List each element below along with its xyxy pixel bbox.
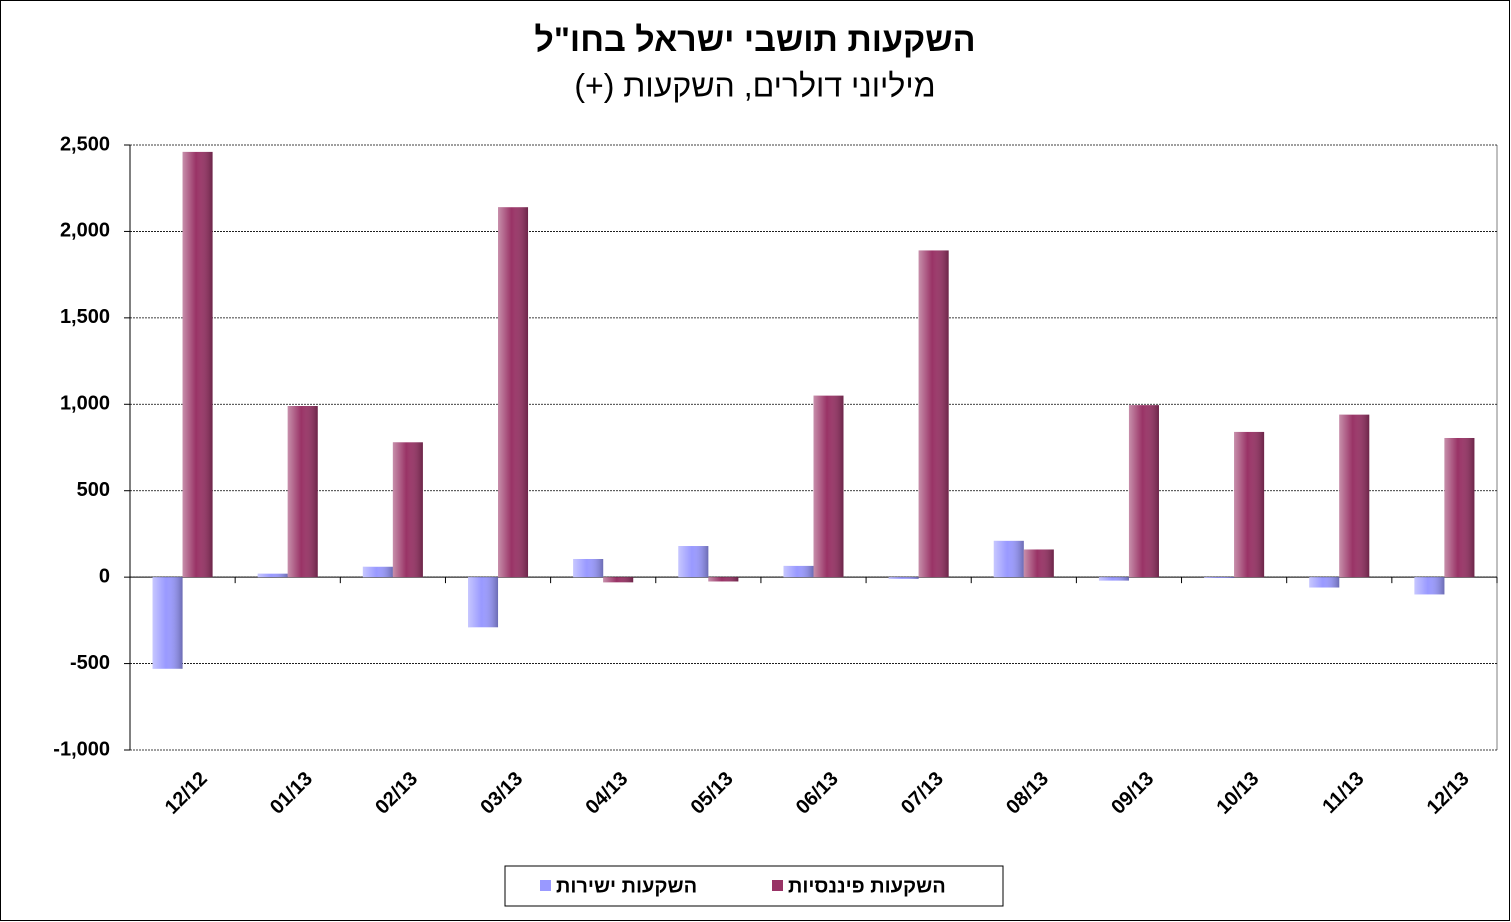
bar <box>888 577 919 579</box>
bar <box>152 577 183 669</box>
bar <box>362 566 393 578</box>
y-tick-label: -1,000 <box>53 738 110 760</box>
legend <box>504 865 1004 907</box>
y-tick-label: 1,500 <box>60 306 110 328</box>
bar <box>783 565 814 578</box>
bar <box>392 442 423 578</box>
bar <box>708 577 739 582</box>
bar <box>1098 577 1129 581</box>
y-tick-label: 0 <box>99 565 110 587</box>
y-tick-label: 1,000 <box>60 393 110 415</box>
bar <box>603 577 634 583</box>
bar <box>257 573 288 578</box>
bar <box>573 558 604 578</box>
bar <box>678 546 709 578</box>
bar <box>1234 431 1265 578</box>
bar <box>287 406 318 578</box>
bar <box>182 151 213 578</box>
bar <box>993 540 1024 578</box>
bar <box>813 395 844 578</box>
chart-subtitle: מיליוני דולרים, השקעות (+) <box>574 67 935 103</box>
legend-swatch <box>772 880 783 891</box>
bar <box>468 577 499 628</box>
bar <box>1023 549 1054 578</box>
chart-title: השקעות תושבי ישראל בחו"ל <box>534 21 975 59</box>
bar <box>1444 437 1475 578</box>
y-tick-label: -500 <box>70 652 110 674</box>
legend-label: השקעות ישירות <box>556 875 697 897</box>
legend-label: השקעות פיננסיות <box>788 875 946 897</box>
bar <box>1204 577 1235 579</box>
bar <box>1128 405 1159 578</box>
legend-swatch <box>540 880 551 891</box>
bar <box>918 250 949 578</box>
y-tick-label: 500 <box>77 479 110 501</box>
bar <box>1414 577 1445 595</box>
y-tick-label: 2,500 <box>60 133 110 155</box>
y-tick-label: 2,000 <box>60 220 110 242</box>
bar <box>1309 577 1340 588</box>
bar <box>498 207 529 578</box>
bar <box>1339 414 1370 578</box>
